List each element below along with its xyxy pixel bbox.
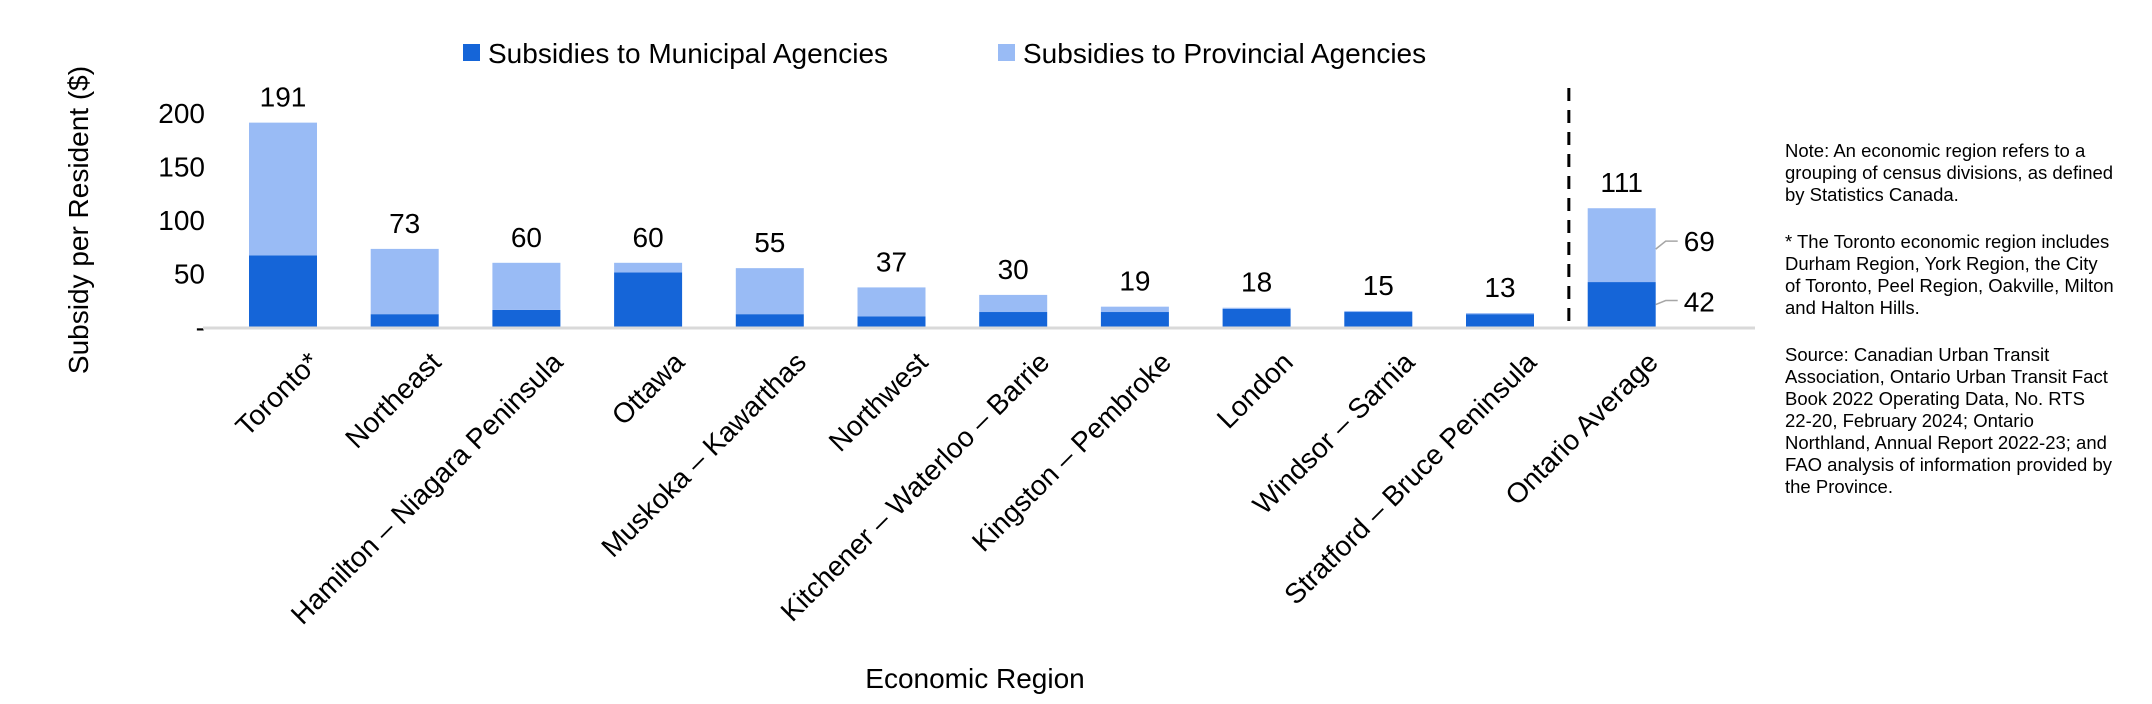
bar-municipal — [1587, 282, 1656, 327]
bar-provincial — [370, 248, 439, 315]
leader-line — [1655, 240, 1678, 250]
bar-municipal — [1222, 308, 1291, 327]
total-label: 30 — [998, 254, 1029, 285]
bar-municipal — [1100, 312, 1169, 327]
bar-provincial — [735, 268, 804, 315]
legend-swatch — [463, 44, 480, 61]
note-toronto: * The Toronto economic region includes D… — [1785, 231, 2114, 318]
bar-municipal — [614, 272, 683, 327]
bar-provincial — [1222, 307, 1291, 309]
x-tick-label: Stratford – Bruce Peninsula — [1278, 346, 1542, 610]
bar-provincial — [979, 294, 1048, 313]
average-provincial-label: 69 — [1684, 226, 1715, 257]
bar-municipal — [979, 312, 1048, 327]
bar-provincial — [857, 287, 926, 317]
legend-swatch — [998, 44, 1015, 61]
y-tick-label: 100 — [158, 205, 205, 236]
bar-municipal — [370, 314, 439, 327]
bar-municipal — [249, 255, 317, 327]
total-label: 191 — [260, 82, 307, 113]
notes-panel: Note: An economic region refers to a gro… — [1785, 140, 2115, 523]
leader-line — [1655, 299, 1678, 306]
total-label: 13 — [1484, 272, 1515, 303]
legend-label: Subsidies to Municipal Agencies — [488, 38, 888, 69]
bar-provincial — [614, 262, 683, 273]
y-tick-label: - — [196, 312, 205, 343]
stacked-bar-chart: Subsidies to Municipal Agencies Subsidies… — [63, 38, 1755, 694]
note-definition: Note: An economic region refers to a gro… — [1785, 140, 2114, 205]
y-tick-label: 150 — [158, 152, 205, 183]
x-tick-label: Kingston – Pembroke — [966, 346, 1177, 557]
legend: Subsidies to Municipal Agencies Subsidies… — [463, 38, 1426, 69]
bar-provincial — [1344, 310, 1413, 313]
x-tick-label: London — [1211, 346, 1299, 434]
x-tick-label: Northeast — [339, 346, 447, 454]
y-axis-label: Subsidy per Resident ($) — [63, 66, 94, 374]
y-axis-ticks: - 50 100 150 200 — [158, 98, 205, 343]
total-label: 73 — [389, 208, 420, 239]
bar-municipal — [1344, 312, 1413, 327]
y-tick-label: 200 — [158, 98, 205, 129]
total-label: 37 — [876, 246, 907, 277]
average-municipal-label: 42 — [1684, 287, 1715, 318]
x-tick-label: Hamilton – Niagara Peninsula — [285, 346, 569, 630]
bar-provincial — [249, 122, 317, 256]
x-tick-label: Ottawa — [606, 346, 691, 431]
x-tick-label: Kitchener – Waterloo – Barrie — [775, 346, 1056, 627]
total-label: 19 — [1119, 266, 1150, 297]
x-tick-label: Northwest — [823, 346, 934, 457]
x-tick-label: Muskoka – Kawarthas — [595, 346, 812, 563]
bars — [249, 122, 1656, 327]
bar-municipal — [492, 309, 561, 327]
total-label: 60 — [633, 222, 664, 253]
y-tick-label: 50 — [174, 259, 205, 290]
bar-provincial — [1466, 313, 1534, 315]
x-tick-label: Toronto* — [230, 346, 326, 442]
bar-municipal — [1466, 314, 1534, 327]
legend-label: Subsidies to Provincial Agencies — [1023, 38, 1426, 69]
note-source: Source: Canadian Urban Transit Associati… — [1785, 344, 2112, 497]
x-axis-label: Economic Region — [865, 663, 1084, 694]
total-labels: 191 73 60 60 55 37 30 19 18 15 13 111 — [260, 82, 1643, 303]
bar-provincial — [492, 262, 561, 310]
total-label: 111 — [1600, 167, 1643, 198]
total-label: 55 — [754, 227, 785, 258]
total-label: 18 — [1241, 267, 1272, 298]
bar-municipal — [857, 316, 926, 327]
total-label: 60 — [511, 222, 542, 253]
bar-municipal — [735, 314, 804, 327]
bar-provincial — [1100, 306, 1169, 313]
bar-provincial — [1587, 208, 1656, 283]
average-segment-labels: 69 42 — [1655, 226, 1715, 318]
total-label: 15 — [1363, 270, 1394, 301]
